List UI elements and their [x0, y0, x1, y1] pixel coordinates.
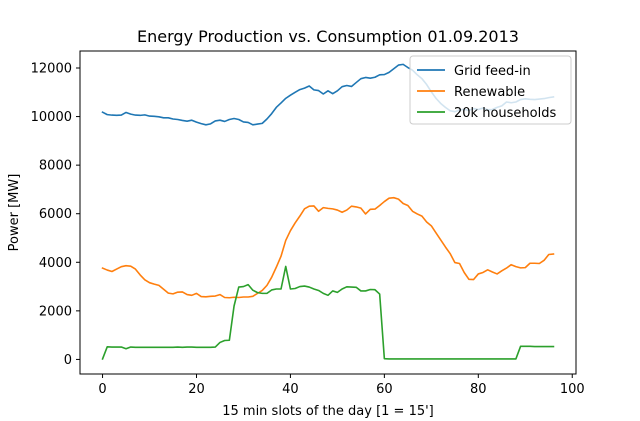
y-tick-label: 8000: [39, 159, 72, 174]
legend-box: [409, 55, 572, 125]
y-tick-label: 10000: [31, 110, 72, 125]
x-axis-label: 15 min slots of the day [1 = 15']: [222, 404, 434, 419]
y-axis-label: Power [MW]: [7, 174, 22, 252]
x-tick-label: 40: [282, 382, 299, 397]
legend-label-1: Renewable: [454, 85, 525, 100]
legend: Grid feed-in Renewable 20k households: [409, 55, 572, 125]
x-tick-label: 60: [376, 382, 393, 397]
legend-label-0: Grid feed-in: [454, 64, 531, 79]
plot-frame: [79, 50, 577, 375]
chart-title: Energy Production vs. Consumption 01.09.…: [137, 27, 519, 46]
y-axis: 0 2000 4000 6000 8000 10000 12000: [31, 62, 80, 368]
y-tick-label: 4000: [39, 256, 72, 271]
x-tick-label: 100: [560, 382, 585, 397]
y-tick-label: 2000: [39, 304, 72, 319]
x-tick-label: 0: [98, 382, 106, 397]
series-line-2: [101, 265, 555, 360]
y-tick-label: 0: [64, 353, 72, 368]
series-line-1: [101, 196, 555, 299]
y-tick-label: 6000: [39, 207, 72, 222]
y-tick-label: 12000: [31, 62, 72, 77]
x-tick-label: 20: [188, 382, 205, 397]
x-axis: 0 20 40 60 80 100: [98, 374, 585, 397]
legend-label-2: 20k households: [454, 106, 556, 121]
x-tick-label: 80: [470, 382, 487, 397]
